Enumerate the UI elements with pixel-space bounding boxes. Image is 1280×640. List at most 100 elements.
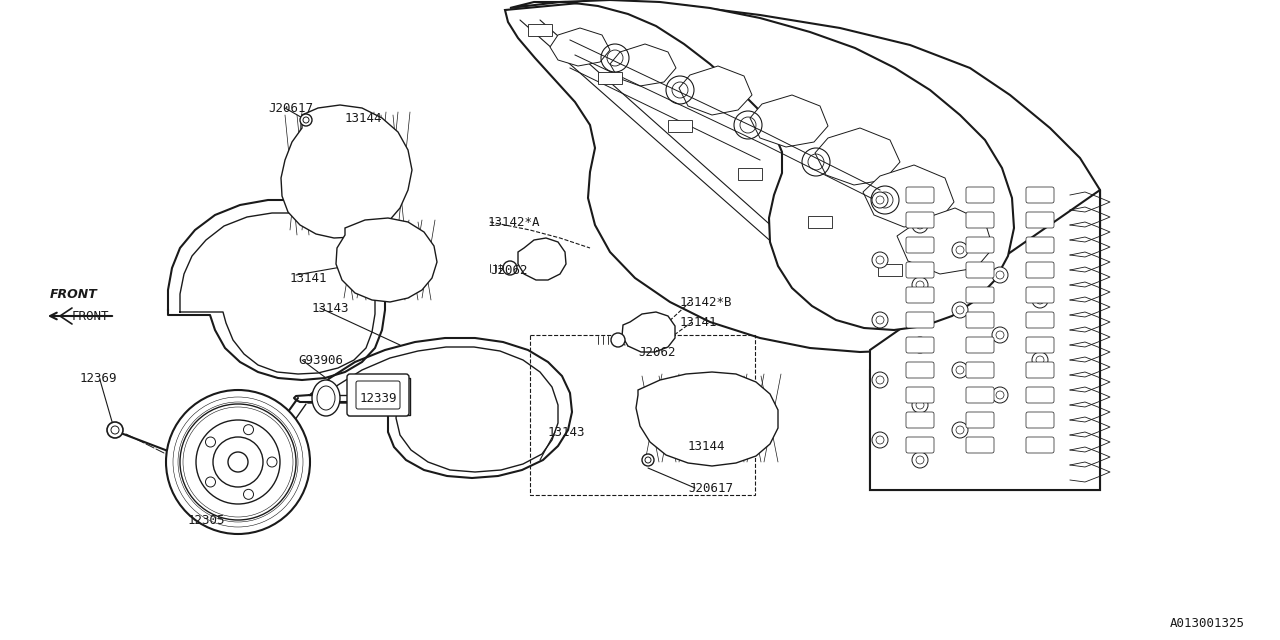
Circle shape	[911, 452, 928, 468]
Circle shape	[300, 114, 312, 126]
FancyBboxPatch shape	[906, 412, 934, 428]
FancyBboxPatch shape	[966, 237, 995, 253]
Circle shape	[952, 422, 968, 438]
Circle shape	[503, 261, 517, 275]
FancyBboxPatch shape	[966, 362, 995, 378]
Text: J2062: J2062	[490, 264, 527, 276]
FancyBboxPatch shape	[906, 237, 934, 253]
Polygon shape	[282, 105, 412, 238]
Bar	[530, 335, 755, 495]
Polygon shape	[870, 190, 1100, 490]
Bar	[529, 24, 552, 36]
Circle shape	[992, 327, 1009, 343]
Polygon shape	[897, 208, 993, 274]
Polygon shape	[506, 2, 1100, 352]
FancyBboxPatch shape	[1027, 412, 1053, 428]
Circle shape	[992, 387, 1009, 403]
Circle shape	[992, 267, 1009, 283]
Text: 12339: 12339	[360, 392, 398, 404]
FancyBboxPatch shape	[906, 337, 934, 353]
Circle shape	[166, 390, 310, 534]
Circle shape	[643, 454, 654, 466]
Circle shape	[952, 302, 968, 318]
Circle shape	[872, 312, 888, 328]
Text: 12369: 12369	[79, 371, 118, 385]
FancyBboxPatch shape	[906, 212, 934, 228]
Text: J2062: J2062	[637, 346, 676, 358]
FancyBboxPatch shape	[906, 287, 934, 303]
Bar	[598, 72, 622, 84]
FancyBboxPatch shape	[906, 362, 934, 378]
Text: 13141: 13141	[680, 316, 718, 328]
FancyBboxPatch shape	[1027, 187, 1053, 203]
Circle shape	[911, 217, 928, 233]
FancyBboxPatch shape	[906, 187, 934, 203]
FancyBboxPatch shape	[906, 387, 934, 403]
FancyBboxPatch shape	[1027, 387, 1053, 403]
Text: 13143: 13143	[548, 426, 585, 438]
FancyBboxPatch shape	[906, 262, 934, 278]
FancyBboxPatch shape	[966, 262, 995, 278]
Text: J20617: J20617	[689, 481, 733, 495]
Polygon shape	[509, 0, 1014, 330]
FancyBboxPatch shape	[1027, 362, 1053, 378]
Polygon shape	[815, 128, 900, 185]
FancyBboxPatch shape	[966, 337, 995, 353]
FancyBboxPatch shape	[906, 437, 934, 453]
Text: 13144: 13144	[689, 440, 726, 452]
Circle shape	[911, 397, 928, 413]
Text: FRONT: FRONT	[72, 310, 110, 323]
Bar	[739, 168, 762, 180]
Text: A013001325: A013001325	[1170, 617, 1245, 630]
FancyBboxPatch shape	[906, 312, 934, 328]
Circle shape	[911, 277, 928, 293]
Circle shape	[611, 333, 625, 347]
Polygon shape	[611, 44, 676, 86]
Circle shape	[952, 362, 968, 378]
Text: J20617: J20617	[268, 102, 314, 115]
FancyBboxPatch shape	[966, 212, 995, 228]
Text: 13142*A: 13142*A	[488, 216, 540, 228]
Polygon shape	[550, 28, 611, 66]
FancyBboxPatch shape	[1027, 237, 1053, 253]
Circle shape	[108, 422, 123, 438]
FancyBboxPatch shape	[1027, 312, 1053, 328]
Polygon shape	[636, 372, 778, 466]
Circle shape	[1032, 292, 1048, 308]
Circle shape	[952, 242, 968, 258]
FancyBboxPatch shape	[966, 187, 995, 203]
Polygon shape	[870, 190, 1100, 490]
Text: 13144: 13144	[346, 111, 383, 125]
Text: G93906: G93906	[298, 353, 343, 367]
Text: FRONT: FRONT	[50, 289, 97, 301]
Polygon shape	[622, 312, 675, 352]
FancyBboxPatch shape	[966, 387, 995, 403]
Circle shape	[872, 192, 888, 208]
Circle shape	[911, 337, 928, 353]
FancyBboxPatch shape	[966, 412, 995, 428]
Circle shape	[872, 432, 888, 448]
Text: 13142*B: 13142*B	[680, 296, 732, 308]
FancyBboxPatch shape	[347, 374, 410, 416]
Bar	[668, 120, 692, 132]
Text: 12305: 12305	[188, 513, 225, 527]
Text: 13143: 13143	[312, 301, 349, 314]
FancyBboxPatch shape	[1027, 437, 1053, 453]
FancyBboxPatch shape	[1027, 287, 1053, 303]
FancyBboxPatch shape	[966, 437, 995, 453]
Ellipse shape	[312, 380, 340, 416]
Polygon shape	[518, 238, 566, 280]
Polygon shape	[335, 218, 436, 302]
Polygon shape	[750, 95, 828, 147]
Bar	[808, 216, 832, 228]
FancyBboxPatch shape	[1027, 212, 1053, 228]
Circle shape	[872, 372, 888, 388]
FancyBboxPatch shape	[966, 312, 995, 328]
FancyBboxPatch shape	[356, 381, 399, 409]
Polygon shape	[678, 66, 753, 115]
Text: 13141: 13141	[291, 271, 328, 285]
FancyBboxPatch shape	[966, 287, 995, 303]
Circle shape	[872, 252, 888, 268]
FancyBboxPatch shape	[1027, 262, 1053, 278]
Bar	[878, 264, 902, 276]
